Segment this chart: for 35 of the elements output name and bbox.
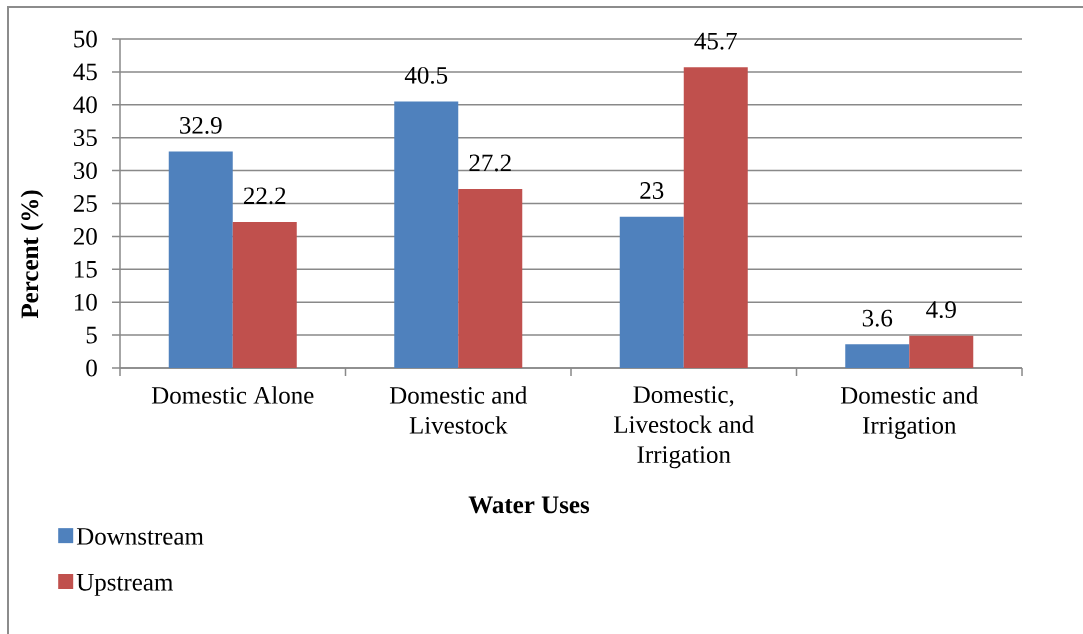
bar xyxy=(458,189,523,368)
data-label: 45.7 xyxy=(694,32,737,50)
bar xyxy=(909,335,974,368)
data-label: 27.2 xyxy=(469,154,511,172)
data-label: 23 xyxy=(640,182,664,199)
legend-label: Downstream xyxy=(76,528,204,545)
y-tick-label: 0 xyxy=(86,359,97,377)
bar xyxy=(619,216,684,368)
y-tick-label: 50 xyxy=(74,30,97,48)
y-tick-label: 10 xyxy=(75,293,97,311)
y-tick-label: 45 xyxy=(73,63,97,81)
x-tick-label: Domestic, Livestock and Irrigation xyxy=(614,386,754,469)
y-tick-label: 40 xyxy=(73,96,97,114)
x-axis-title: Water Uses xyxy=(468,496,590,514)
bar xyxy=(845,344,910,368)
data-label: 22.2 xyxy=(243,187,286,205)
x-tick-label: Domestic and Livestock xyxy=(389,386,528,434)
y-tick-label: 25 xyxy=(73,195,97,212)
legend-label: Upstream xyxy=(76,574,173,596)
y-tick-label: 15 xyxy=(75,260,97,278)
data-label: 3.6 xyxy=(862,309,893,327)
y-tick-label: 20 xyxy=(73,227,97,245)
y-tick-label: 30 xyxy=(73,162,97,180)
bar xyxy=(394,101,459,368)
x-tick-label: Domestic Alone xyxy=(151,386,314,404)
y-tick-label: 5 xyxy=(86,326,97,344)
y-tick-label: 35 xyxy=(73,129,97,147)
bar xyxy=(232,221,297,368)
bar xyxy=(683,67,748,368)
x-tick-label: Domestic and Irrigation xyxy=(840,386,979,439)
data-label: 40.5 xyxy=(404,66,448,84)
y-axis-title: Percent (%) xyxy=(20,190,44,319)
bar xyxy=(168,151,233,368)
data-label: 4.9 xyxy=(926,301,956,319)
data-label: 32.9 xyxy=(180,116,222,134)
